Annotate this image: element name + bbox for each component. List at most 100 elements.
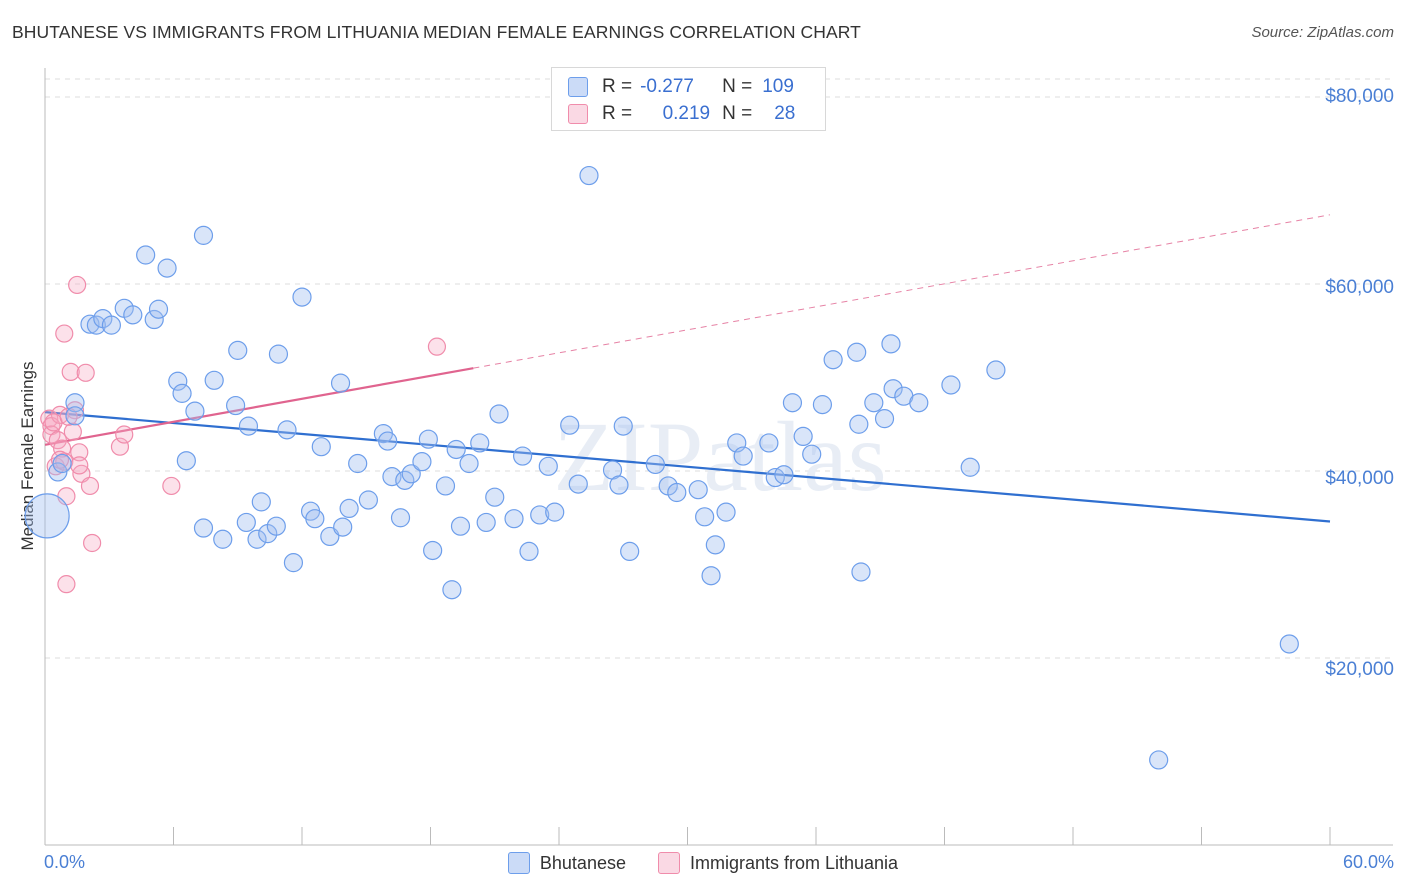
n-label: N =: [722, 103, 753, 124]
axes: [44, 68, 1393, 846]
data-point-lithuania: [57, 575, 76, 594]
data-point-lithuania: [80, 476, 100, 496]
data-point-bhutanese: [378, 431, 398, 451]
data-point-lithuania: [70, 443, 89, 462]
data-point-bhutanese: [874, 409, 895, 429]
data-point-bhutanese: [52, 453, 72, 474]
data-point-bhutanese: [320, 526, 340, 547]
data-point-bhutanese: [435, 476, 456, 496]
data-point-bhutanese: [782, 393, 803, 413]
watermark: ZIPatlas: [553, 401, 886, 512]
source-label: Source: ZipAtlas.com: [1251, 24, 1394, 41]
data-point-bhutanese: [238, 416, 259, 436]
data-point-bhutanese: [236, 512, 256, 533]
data-point-lithuania: [162, 476, 181, 496]
blue-swatch-icon: [568, 77, 588, 97]
data-point-bhutanese: [423, 540, 443, 561]
data-point-lithuania: [70, 456, 89, 475]
data-point-bhutanese: [538, 456, 558, 476]
data-point-bhutanese: [701, 566, 721, 586]
data-point-bhutanese: [609, 475, 629, 495]
data-point-bhutanese: [941, 375, 961, 395]
data-point-bhutanese: [864, 393, 884, 413]
chart-title: BHUTANESE VS IMMIGRANTS FROM LITHUANIA M…: [12, 22, 861, 42]
data-point-bhutanese: [136, 245, 156, 265]
data-point-bhutanese: [157, 258, 177, 278]
data-point-bhutanese: [247, 529, 267, 549]
data-point-bhutanese: [450, 516, 471, 536]
data-point-bhutanese: [705, 535, 725, 555]
trend-line-lithuania-extension: [473, 214, 1331, 369]
data-point-bhutanese: [560, 415, 580, 435]
n-value: 28: [774, 103, 796, 124]
data-point-bhutanese: [793, 426, 813, 447]
data-point-bhutanese: [193, 225, 214, 245]
data-point-bhutanese: [348, 453, 368, 474]
data-point-lithuania: [65, 401, 85, 420]
data-point-bhutanese: [847, 342, 867, 362]
data-point-bhutanese: [24, 493, 70, 539]
y-tick-label: $60,000: [1325, 277, 1394, 298]
data-point-bhutanese: [123, 305, 143, 325]
data-point-bhutanese: [512, 446, 533, 466]
data-point-bhutanese: [65, 406, 85, 426]
data-point-bhutanese: [812, 395, 833, 415]
data-point-lithuania: [427, 337, 447, 356]
data-point-bhutanese: [579, 165, 599, 186]
data-point-bhutanese: [228, 340, 248, 360]
data-points: [24, 165, 1299, 770]
data-point-bhutanese: [390, 508, 411, 528]
data-point-lithuania: [68, 275, 87, 295]
data-point-bhutanese: [485, 487, 505, 507]
data-point-bhutanese: [144, 309, 164, 330]
legend-item-bhutanese: Bhutanese: [507, 852, 626, 874]
data-point-bhutanese: [1279, 634, 1299, 654]
trend-line-bhutanese: [44, 410, 1331, 523]
data-point-bhutanese: [311, 437, 331, 457]
data-point-bhutanese: [960, 457, 980, 477]
data-point-bhutanese: [101, 315, 121, 335]
x-tick-label-max: 60.0%: [1342, 852, 1394, 872]
legend-label: Bhutanese: [539, 852, 626, 873]
data-point-bhutanese: [330, 373, 351, 393]
data-point-bhutanese: [292, 287, 312, 307]
n-label: N =: [722, 76, 753, 97]
data-point-bhutanese: [176, 451, 196, 471]
y-tick-label: $20,000: [1325, 659, 1394, 680]
data-point-bhutanese: [459, 453, 479, 474]
data-point-bhutanese: [774, 465, 794, 485]
legend-label: Immigrants from Lithuania: [689, 852, 899, 873]
data-point-bhutanese: [476, 512, 496, 533]
data-point-bhutanese: [849, 414, 869, 434]
data-point-bhutanese: [268, 344, 289, 364]
x-tick-label-min: 0.0%: [44, 852, 86, 872]
data-point-lithuania: [63, 422, 82, 441]
data-point-lithuania: [115, 425, 134, 444]
data-point-bhutanese: [305, 509, 325, 529]
data-point-bhutanese: [519, 541, 539, 562]
data-point-bhutanese: [986, 360, 1006, 380]
data-point-bhutanese: [667, 482, 687, 503]
data-point-bhutanese: [1149, 750, 1169, 770]
data-point-bhutanese: [148, 299, 169, 319]
data-point-bhutanese: [442, 580, 462, 600]
data-point-bhutanese: [204, 370, 224, 390]
data-point-bhutanese: [881, 334, 901, 354]
data-point-bhutanese: [802, 444, 822, 464]
data-point-bhutanese: [688, 480, 708, 500]
n-value: 109: [762, 76, 794, 97]
y-tick-label: $80,000: [1325, 86, 1394, 107]
data-point-bhutanese: [823, 350, 843, 370]
r-value: -0.277: [640, 76, 694, 97]
data-point-bhutanese: [65, 393, 85, 413]
data-point-lithuania: [48, 431, 67, 450]
y-tick-label: $40,000: [1325, 468, 1394, 489]
legend-row-lithuania: R = 0.219 N = 28: [568, 103, 795, 125]
data-point-bhutanese: [545, 502, 565, 522]
data-point-bhutanese: [333, 517, 353, 537]
pink-swatch-icon: [657, 852, 680, 874]
data-point-bhutanese: [283, 553, 304, 573]
blue-swatch-icon: [507, 852, 530, 874]
data-point-bhutanese: [401, 464, 421, 484]
data-point-bhutanese: [645, 454, 665, 475]
